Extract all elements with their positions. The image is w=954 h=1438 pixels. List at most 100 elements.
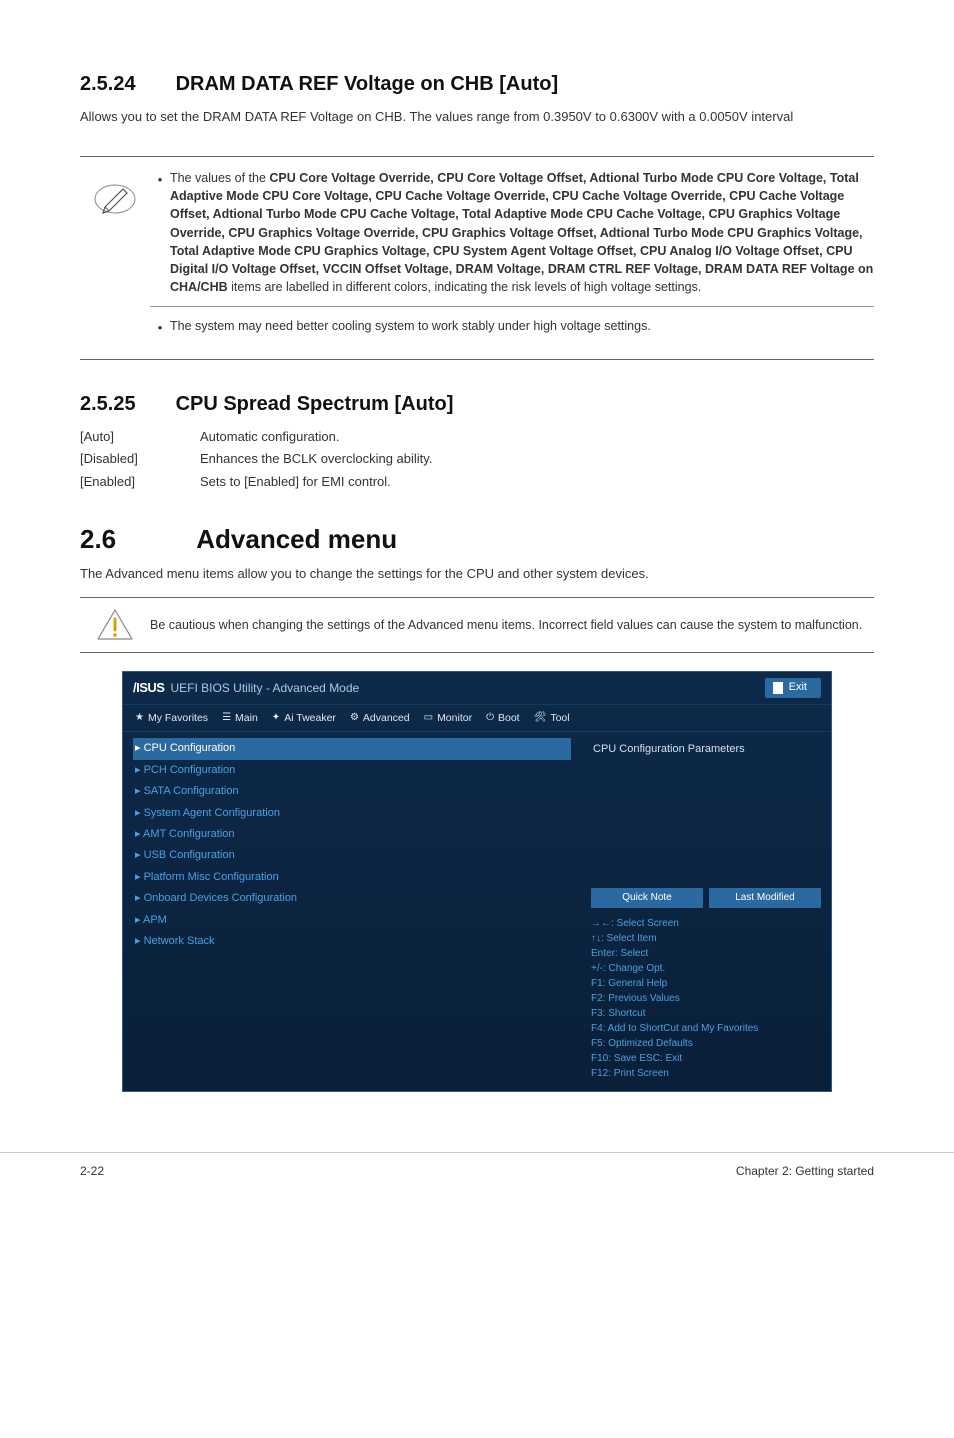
tab-label: Monitor (437, 711, 472, 726)
help-line: F3: Shortcut (591, 1006, 821, 1021)
section-2525-number: 2.5.25 (80, 390, 170, 418)
bios-window: /ISUS UEFI BIOS Utility - Advanced Mode … (122, 671, 832, 1091)
tab-advanced[interactable]: ⚙Advanced (350, 711, 410, 726)
bios-item-sata-config[interactable]: ▸ SATA Configuration (133, 781, 571, 802)
bios-item-apm[interactable]: ▸ APM (133, 910, 571, 931)
tab-tweaker[interactable]: ✦ Ai Tweaker (272, 711, 336, 726)
tab-label: My Favorites (148, 711, 208, 726)
pencil-icon-col (80, 169, 150, 347)
bios-exit-label: Exit (789, 680, 807, 695)
tab-main[interactable]: ☰Main (222, 711, 258, 726)
bios-item-amt-config[interactable]: ▸ AMT Configuration (133, 824, 571, 845)
last-modified-button[interactable]: Last Modified (709, 888, 821, 908)
bios-right-header: CPU Configuration Parameters (591, 738, 821, 767)
caution-text: Be cautious when changing the settings o… (150, 617, 874, 635)
def-term: [Enabled] (80, 473, 200, 491)
list-icon: ☰ (222, 711, 231, 725)
bullet-dot: • (150, 317, 170, 337)
bios-left-panel: ▸ CPU Configuration ▸ PCH Configuration … (123, 732, 581, 1090)
bios-item-label: Platform Misc Configuration (144, 871, 279, 883)
section-26-number: 2.6 (80, 521, 190, 557)
def-desc: Enhances the BCLK overclocking ability. (200, 450, 874, 468)
bios-item-pch-config[interactable]: ▸ PCH Configuration (133, 760, 571, 781)
bios-item-network-stack[interactable]: ▸ Network Stack (133, 931, 571, 952)
help-line: F1: General Help (591, 976, 821, 991)
caution-icon-col (80, 608, 150, 642)
bios-body: ▸ CPU Configuration ▸ PCH Configuration … (123, 732, 831, 1090)
note1-bold: CPU Core Voltage Override, CPU Core Volt… (170, 171, 873, 294)
def-row-auto: [Auto] Automatic configuration. (80, 428, 874, 446)
section-2525-heading: 2.5.25 CPU Spread Spectrum [Auto] (80, 390, 874, 418)
section-26-heading: 2.6 Advanced menu (80, 521, 874, 557)
def-row-disabled: [Disabled] Enhances the BCLK overclockin… (80, 450, 874, 468)
tab-favorites[interactable]: ★ My Favorites (135, 711, 208, 726)
bios-item-sysagent-config[interactable]: ▸ System Agent Configuration (133, 803, 571, 824)
help-line: +/-: Change Opt. (591, 961, 821, 976)
section-26-body: The Advanced menu items allow you to cha… (80, 565, 874, 583)
section-2524-number: 2.5.24 (80, 70, 170, 98)
bios-item-label: PCH Configuration (144, 764, 236, 776)
bios-item-label: ▸ CPU Configuration (135, 741, 235, 756)
note1-prefix: The values of the (170, 171, 269, 185)
tab-boot[interactable]: ⏻ Boot (486, 711, 520, 726)
page-footer: 2-22 Chapter 2: Getting started (0, 1152, 954, 1210)
tab-label: Advanced (363, 711, 410, 726)
def-term: [Disabled] (80, 450, 200, 468)
tab-label: Boot (498, 711, 520, 726)
section-2525-title: CPU Spread Spectrum [Auto] (176, 393, 454, 415)
bios-item-label: AMT Configuration (143, 828, 235, 840)
tab-tool[interactable]: 🛠Tool (534, 711, 570, 726)
def-term: [Auto] (80, 428, 200, 446)
help-line: F4: Add to ShortCut and My Favorites (591, 1021, 821, 1036)
bios-title-left: /ISUS UEFI BIOS Utility - Advanced Mode (133, 679, 359, 697)
bios-item-usb-config[interactable]: ▸ USB Configuration (133, 845, 571, 866)
caution-icon (96, 608, 134, 642)
note-content: • The values of the CPU Core Voltage Ove… (150, 169, 874, 347)
help-line: F5: Optimized Defaults (591, 1036, 821, 1051)
footer-page-number: 2-22 (80, 1163, 104, 1180)
pencil-icon (93, 177, 137, 221)
bullet-dot: • (150, 169, 170, 296)
bios-item-label: Onboard Devices Configuration (144, 892, 297, 904)
tweaker-icon: ✦ (272, 711, 280, 725)
bios-tabs: ★ My Favorites ☰Main ✦ Ai Tweaker ⚙Advance… (123, 705, 831, 733)
note-bullet-1-text: The values of the CPU Core Voltage Overr… (170, 169, 874, 296)
bios-logo: /ISUS (133, 679, 164, 697)
bios-item-onboard-config[interactable]: ▸ Onboard Devices Configuration (133, 888, 571, 909)
help-line: Enter: Select (591, 946, 821, 961)
def-row-enabled: [Enabled] Sets to [Enabled] for EMI cont… (80, 473, 874, 491)
bios-subtitle: UEFI BIOS Utility - Advanced Mode (170, 680, 359, 697)
section-26-title: Advanced menu (196, 524, 397, 554)
quick-note-row: Quick Note Last Modified (591, 888, 821, 908)
boot-icon: ⏻ (486, 711, 494, 725)
section-2524-heading: 2.5.24 DRAM DATA REF Voltage on CHB [Aut… (80, 70, 874, 98)
bios-item-label: System Agent Configuration (144, 807, 280, 819)
bios-item-cpu-config[interactable]: ▸ CPU Configuration (133, 738, 571, 759)
quick-note-button[interactable]: Quick Note (591, 888, 703, 908)
def-desc: Automatic configuration. (200, 428, 874, 446)
help-line: ↑↓: Select Item (591, 931, 821, 946)
note-bullet-2: • The system may need better cooling sys… (150, 317, 874, 337)
tab-monitor[interactable]: ▭Monitor (424, 711, 472, 726)
bios-item-label: SATA Configuration (144, 785, 239, 797)
star-icon: ★ (135, 711, 144, 725)
section-2524-body: Allows you to set the DRAM DATA REF Volt… (80, 108, 874, 126)
def-desc: Sets to [Enabled] for EMI control. (200, 473, 874, 491)
bios-exit-button[interactable]: Exit (765, 678, 821, 697)
caution-box: Be cautious when changing the settings o… (80, 597, 874, 653)
bios-item-label: APM (143, 914, 167, 926)
tab-label: Ai Tweaker (284, 711, 336, 726)
tab-label: Tool (550, 711, 569, 726)
help-line: F12: Print Screen (591, 1066, 821, 1081)
bios-item-label: USB Configuration (144, 849, 235, 861)
footer-chapter: Chapter 2: Getting started (736, 1163, 874, 1180)
bios-item-label: Network Stack (144, 935, 215, 947)
bios-titlebar: /ISUS UEFI BIOS Utility - Advanced Mode … (123, 672, 831, 704)
bios-help-text: →←: Select Screen ↑↓: Select Item Enter:… (591, 916, 821, 1081)
help-line: F10: Save ESC: Exit (591, 1051, 821, 1066)
note-bullet-1: • The values of the CPU Core Voltage Ove… (150, 169, 874, 296)
tool-icon: 🛠 (534, 711, 547, 725)
help-line: F2: Previous Values (591, 991, 821, 1006)
bios-item-platform-config[interactable]: ▸ Platform Misc Configuration (133, 867, 571, 888)
note-inner-divider (150, 306, 874, 307)
